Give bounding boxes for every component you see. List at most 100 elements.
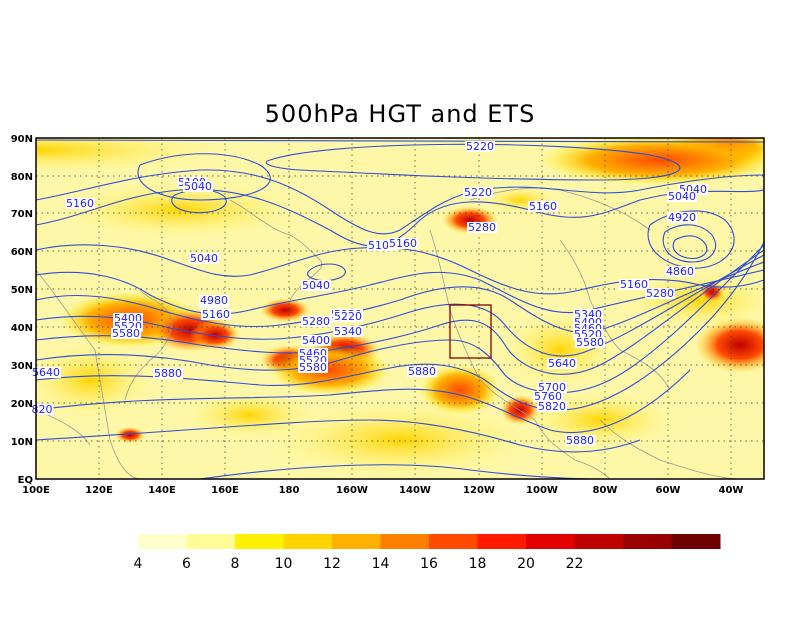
colorbar-segment	[138, 534, 187, 549]
colorbar-tick-label: 22	[566, 556, 584, 572]
contour-label: 5040	[190, 252, 218, 265]
contour-label-bg	[113, 321, 143, 332]
contour-label-bg	[528, 201, 558, 212]
ets-shading	[36, 138, 764, 479]
colorbar-tick-label: 4	[134, 556, 143, 572]
lon-tick-label: 160W	[336, 485, 368, 496]
contour-label: 5760	[534, 390, 562, 403]
contour-label-bg	[298, 362, 328, 373]
contour-label-bg	[537, 382, 567, 393]
height-contours	[36, 139, 764, 479]
contour-label-bg	[333, 326, 363, 337]
lon-tick-label: 100E	[22, 485, 50, 496]
contour-label-bg	[565, 435, 595, 446]
lon-tick-label: 40W	[719, 485, 744, 496]
contour-label: 5160	[529, 200, 557, 213]
contour-label-bg	[678, 184, 708, 195]
contour-label: 5280	[302, 315, 330, 328]
contour-label: 5880	[154, 367, 182, 380]
contour-label-bg	[333, 311, 363, 322]
contour-label-bg	[388, 238, 418, 249]
colorbar: 4 6 8 10 12 14 16 18 20 22	[134, 534, 721, 572]
grid-lines	[36, 138, 764, 479]
colorbar-segment	[235, 534, 284, 549]
lon-tick-label: 100W	[526, 485, 558, 496]
contour-label-bg	[30, 404, 54, 415]
contour-label: 4860	[666, 265, 694, 278]
colorbar-segment	[380, 534, 430, 549]
colorbar-segment	[671, 534, 721, 549]
contour-label-bg	[113, 313, 143, 324]
lon-tick-label: 140E	[148, 485, 176, 496]
contour-label: 5160	[202, 308, 230, 321]
contour-label-bg	[367, 240, 397, 251]
colorbar-tick-label: 14	[372, 556, 390, 572]
colorbar-segment	[186, 534, 236, 549]
contour-label: 5400	[302, 334, 330, 347]
contour-label-bg	[665, 266, 695, 277]
contour-label: 5340	[334, 325, 362, 338]
colorbar-tick-label: 12	[323, 556, 341, 572]
colorbar-segment	[477, 534, 527, 549]
colorbar-tick-label: 8	[231, 556, 240, 572]
contour-label-bg	[301, 316, 331, 327]
contour-label-bg	[573, 309, 603, 320]
lon-tick-label: 120W	[463, 485, 495, 496]
lat-tick-label: 50N	[11, 285, 33, 296]
colorbar-segment	[526, 534, 575, 549]
contour-label-bg	[199, 295, 229, 306]
contour-label-bg	[467, 222, 497, 233]
contour-label-bg	[573, 317, 603, 328]
contour-label-bg	[575, 337, 605, 348]
colorbar-segment	[574, 534, 624, 549]
contour-label-bg	[407, 366, 437, 377]
contour-label: 5580	[112, 327, 140, 340]
contour-label: 5640	[32, 366, 60, 379]
chart-title: 500hPa HGT and ETS	[264, 100, 536, 128]
contour-label-bg	[547, 358, 577, 369]
lat-tick-label: 40N	[11, 323, 33, 334]
colorbar-segment	[429, 534, 478, 549]
lat-tick-label: EQ	[18, 475, 33, 486]
latitude-labels: 90N 80N 70N 60N 50N 40N 30N 20N 10N EQ	[11, 134, 33, 486]
contour-label-bg	[667, 212, 697, 223]
colorbar-segment	[283, 534, 333, 549]
lon-tick-label: 140W	[399, 485, 431, 496]
contour-label-bg	[301, 280, 331, 291]
lon-tick-label: 120E	[85, 485, 113, 496]
colorbar-segment	[623, 534, 672, 549]
contour-label-bg	[533, 391, 563, 402]
region-box	[449, 304, 492, 359]
longitude-labels: 100E 120E 140E 160E 180 160W 140W 120W 100W 80W 60…	[22, 485, 743, 496]
colorbar-tick-label: 16	[420, 556, 438, 572]
contour-label: 5160	[620, 278, 648, 291]
contour-label: 5880	[408, 365, 436, 378]
colorbar-tick-label: 20	[517, 556, 535, 572]
contour-label-bg	[298, 348, 328, 359]
contour-label: 5580	[576, 336, 604, 349]
contour-label: 5160	[389, 237, 417, 250]
lon-tick-label: 60W	[656, 485, 681, 496]
contour-label-bg	[298, 355, 328, 366]
lat-tick-label: 30N	[11, 361, 33, 372]
contour-label-bg	[183, 181, 213, 192]
colorbar-tick-label: 6	[182, 556, 191, 572]
contour-label-bg	[111, 328, 141, 339]
lat-tick-label: 80N	[11, 172, 33, 183]
contour-label-bg	[465, 141, 495, 152]
colorbar-tick-label: 18	[469, 556, 487, 572]
lat-tick-label: 20N	[11, 399, 33, 410]
contour-label: 5820	[538, 400, 566, 413]
lon-tick-label: 160E	[211, 485, 239, 496]
contour-label-bg	[189, 253, 219, 264]
contour-label: 5220	[334, 310, 362, 323]
contour-label: 5220	[466, 140, 494, 153]
contour-label-bg	[153, 368, 183, 379]
lon-tick-label: 180	[279, 485, 300, 496]
colorbar-tick-label: 10	[275, 556, 293, 572]
contour-label-bg	[31, 367, 61, 378]
contour-label: 5040	[184, 180, 212, 193]
contour-label-bg	[463, 187, 493, 198]
contour-label: 5880	[566, 434, 594, 447]
contour-label-bg	[301, 335, 331, 346]
